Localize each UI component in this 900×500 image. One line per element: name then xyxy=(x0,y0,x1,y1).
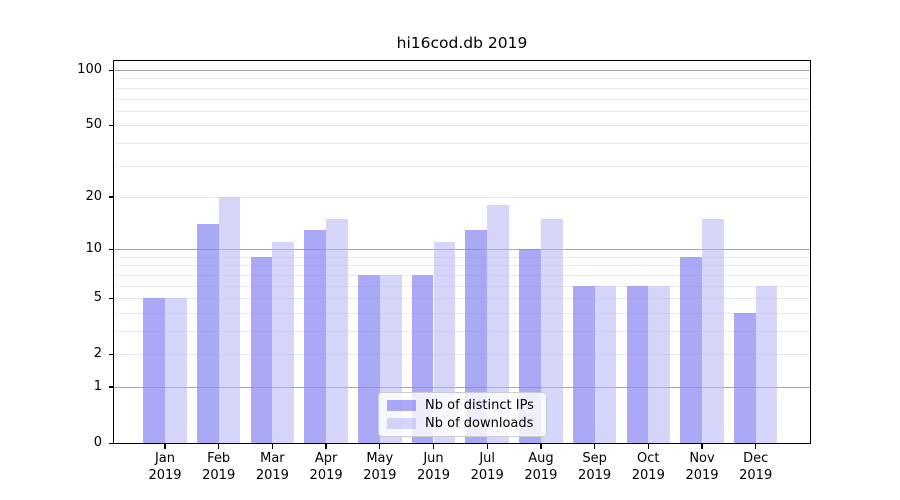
y-tick-2 xyxy=(109,353,114,356)
bar-sep-downloads xyxy=(594,285,617,443)
x-tick-jul xyxy=(486,444,488,449)
gridline-60 xyxy=(114,110,810,112)
bar-jan-downloads xyxy=(165,298,187,443)
x-tick-label-may: May 2019 xyxy=(363,451,397,483)
x-tick-mar xyxy=(271,444,274,449)
bar-oct-distinct-ips xyxy=(626,285,649,443)
x-tick-jan xyxy=(164,444,166,449)
legend: Nb of distinct IPs Nb of downloads xyxy=(378,392,547,437)
x-tick-may xyxy=(379,444,381,449)
gridline-30 xyxy=(114,165,810,167)
bar-feb-downloads xyxy=(218,196,241,443)
gridline-50 xyxy=(114,125,810,127)
gridline-3 xyxy=(114,330,810,332)
gridline-20 xyxy=(114,196,810,198)
legend-entry-downloads: Nb of downloads xyxy=(387,416,538,431)
y-tick-1 xyxy=(109,386,114,388)
x-tick-aug xyxy=(540,444,542,449)
gridline-6 xyxy=(114,285,810,287)
gridline-8 xyxy=(114,265,810,267)
x-tick-label-jan: Jan 2019 xyxy=(148,451,182,483)
x-tick-label-dec: Dec 2019 xyxy=(739,451,773,483)
x-tick-label-mar: Mar 2019 xyxy=(255,451,289,483)
bar-mar-downloads xyxy=(272,242,295,443)
y-tick-label-0: 0 xyxy=(93,435,102,450)
bar-jul-distinct-ips xyxy=(465,229,488,443)
x-tick-label-nov: Nov 2019 xyxy=(685,451,719,483)
gridline-2 xyxy=(114,354,810,356)
x-tick-label-jun: Jun 2019 xyxy=(416,451,451,483)
legend-swatch-distinct-ips xyxy=(387,400,416,411)
x-tick-label-sep: Sep 2019 xyxy=(578,451,612,483)
y-tick-100 xyxy=(109,69,114,71)
bar-jan-distinct-ips xyxy=(143,298,165,443)
bar-dec-distinct-ips xyxy=(733,312,756,443)
y-tick-label-20: 20 xyxy=(85,188,102,204)
y-tick-label-100: 100 xyxy=(77,62,102,78)
y-tick-label-10: 10 xyxy=(85,241,102,257)
bar-dec-downloads xyxy=(755,285,778,443)
x-tick-label-jul: Jul 2019 xyxy=(470,451,504,483)
gridline-70 xyxy=(114,98,810,100)
gridline-9 xyxy=(114,256,810,258)
y-tick-5 xyxy=(109,297,114,300)
bar-nov-downloads xyxy=(702,218,724,443)
gridline-80 xyxy=(114,87,810,89)
x-tick-jun xyxy=(432,444,435,449)
x-tick-label-aug: Aug 2019 xyxy=(524,451,558,483)
y-tick-20 xyxy=(109,196,114,198)
legend-label-downloads: Nb of downloads xyxy=(425,416,534,431)
bar-apr-distinct-ips xyxy=(304,229,327,443)
x-tick-nov xyxy=(701,444,703,449)
gridline-major-100 xyxy=(114,70,810,72)
chart-title: hi16cod.db 2019 xyxy=(396,34,528,52)
y-tick-label-5: 5 xyxy=(93,290,102,306)
x-tick-apr xyxy=(325,444,327,449)
x-tick-oct xyxy=(647,444,649,449)
y-tick-label-50: 50 xyxy=(85,117,102,133)
bar-jul-downloads xyxy=(487,205,509,443)
x-tick-feb xyxy=(218,444,220,449)
x-tick-label-apr: Apr 2019 xyxy=(309,451,343,483)
gridline-major-10 xyxy=(114,249,810,251)
legend-swatch-downloads xyxy=(387,418,416,429)
legend-label-distinct-ips: Nb of distinct IPs xyxy=(425,398,534,413)
x-tick-sep xyxy=(593,444,596,449)
x-tick-label-feb: Feb 2019 xyxy=(202,451,236,483)
gridline-90 xyxy=(114,78,810,80)
y-tick-label-2: 2 xyxy=(93,346,102,362)
x-tick-label-oct: Oct 2019 xyxy=(631,451,665,483)
bar-mar-distinct-ips xyxy=(250,256,273,443)
bar-may-distinct-ips xyxy=(358,274,380,443)
gridline-40 xyxy=(114,142,810,144)
legend-entry-distinct-ips: Nb of distinct IPs xyxy=(387,398,538,413)
bar-sep-distinct-ips xyxy=(572,285,595,443)
gridline-5 xyxy=(114,298,810,300)
bar-aug-downloads xyxy=(540,218,563,443)
gridline-4 xyxy=(114,312,810,314)
y-tick-label-1: 1 xyxy=(93,378,102,394)
bar-nov-distinct-ips xyxy=(680,256,702,443)
y-tick-10 xyxy=(109,248,114,251)
y-tick-0 xyxy=(109,442,114,444)
bar-oct-downloads xyxy=(648,285,671,443)
x-tick-dec xyxy=(755,444,757,449)
gridline-7 xyxy=(114,274,810,276)
y-tick-50 xyxy=(109,124,114,127)
bar-feb-distinct-ips xyxy=(196,224,219,443)
bar-apr-downloads xyxy=(326,218,348,443)
gridline-major-1 xyxy=(114,386,810,388)
